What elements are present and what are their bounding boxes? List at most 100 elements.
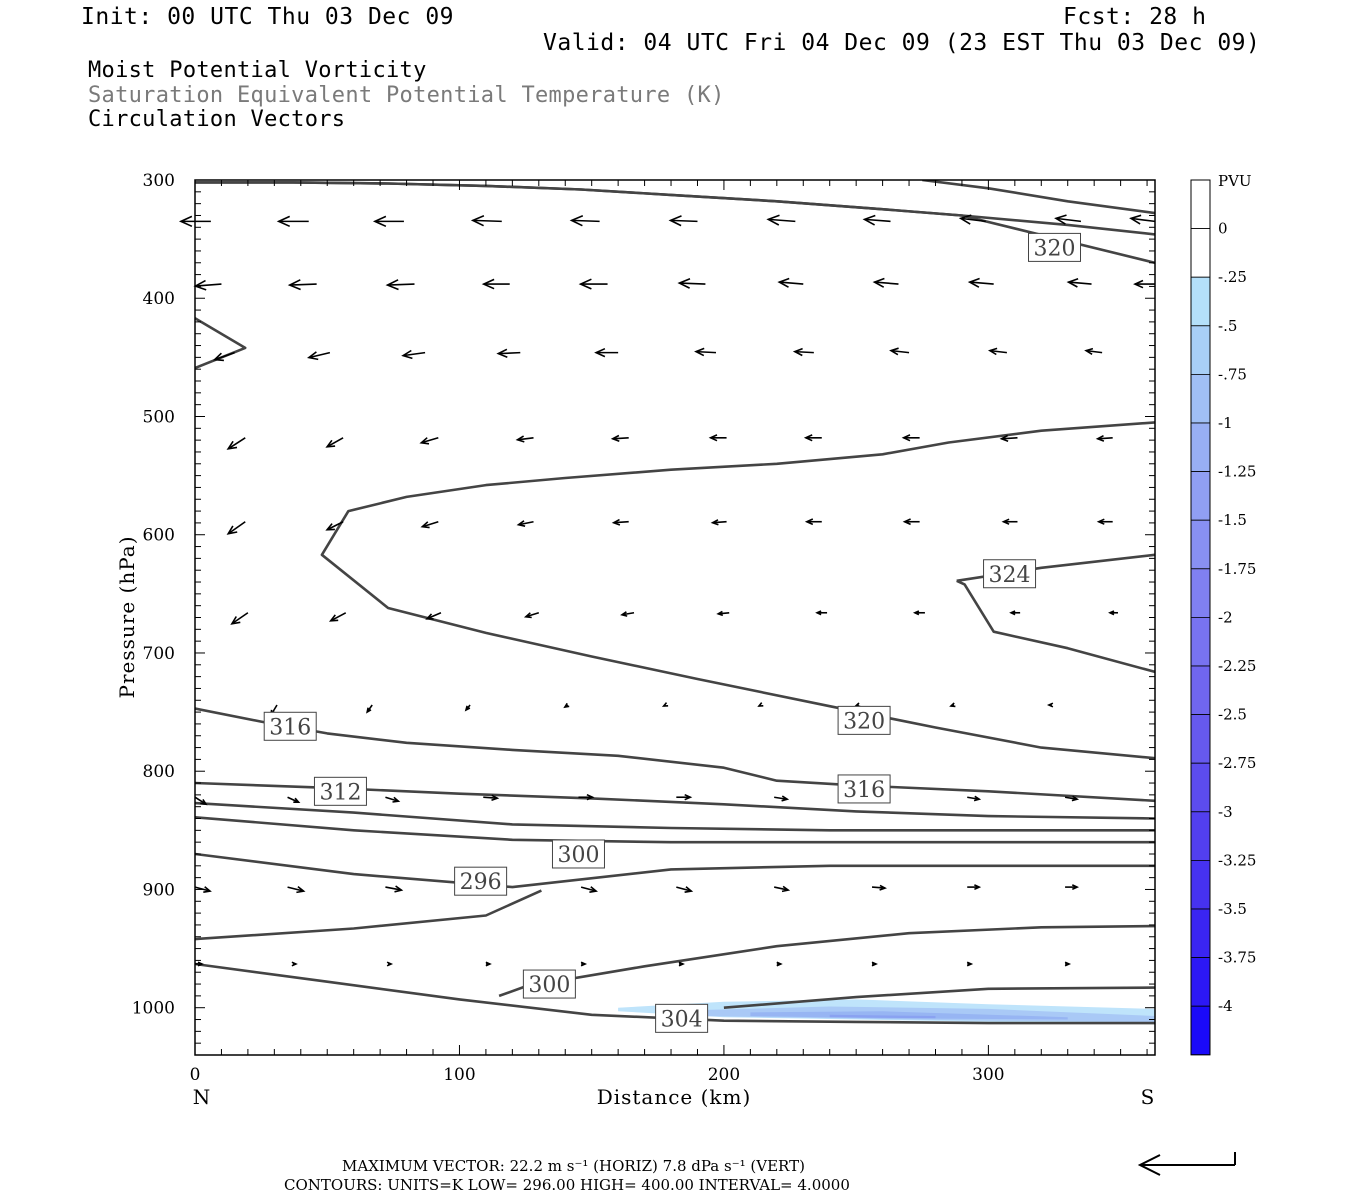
vector-28 (792, 347, 814, 357)
vector-head (589, 886, 598, 893)
vector-27 (694, 347, 717, 357)
vector-82 (287, 885, 306, 894)
vector-head (694, 347, 705, 357)
vector-74 (483, 794, 500, 802)
contour-label-box (837, 774, 891, 804)
vector-shaft (774, 886, 789, 891)
x-tick-label: 200 (708, 1065, 740, 1085)
vector-head (661, 702, 669, 707)
max-vector-note: MAXIMUM VECTOR: 22.2 m s⁻¹ (HORIZ) 7.8 d… (342, 1157, 805, 1175)
vector-76 (676, 793, 693, 801)
circulation-vectors (178, 214, 1156, 967)
plot-frame: 0 100 200 300 300 400 500 600 700 800 900 1000 (132, 171, 1156, 1085)
vector-shaft (960, 217, 986, 223)
vector-head (366, 707, 372, 714)
colorbar-label-14: -3.5 (1218, 900, 1247, 918)
vector-shaft (326, 437, 344, 448)
vector-head (401, 349, 413, 360)
vector-head (610, 434, 620, 443)
colorbar-cell-4 (1190, 373, 1211, 424)
vector-32 (226, 437, 246, 450)
vector-shaft (1001, 436, 1018, 440)
vector-head (515, 435, 525, 443)
vector-16 (677, 278, 706, 289)
contour-label-7: 296 (454, 866, 508, 896)
vector-59 (912, 610, 925, 616)
vector-head (901, 434, 911, 442)
title-mpv: Moist Potential Vorticity (88, 58, 427, 83)
vector-65 (563, 702, 570, 709)
colorbar-cell-10 (1190, 665, 1211, 715)
vector-30 (987, 347, 1007, 356)
vector-head (1064, 961, 1072, 967)
contour-label-box (655, 1003, 709, 1033)
contour-line-1 (922, 180, 1155, 215)
vector-shaft (874, 281, 899, 285)
vector-head (1001, 518, 1010, 525)
vector-83 (385, 885, 404, 893)
x-tick-label: 100 (443, 1065, 475, 1085)
y-tick-label: 400 (143, 289, 175, 309)
vector-21 (1133, 279, 1155, 289)
contour-label-8: 300 (522, 969, 576, 999)
y-tick-label: 500 (143, 407, 175, 427)
vector-head (815, 610, 822, 616)
vector-5 (668, 215, 698, 227)
vector-head (677, 278, 691, 289)
vector-head (203, 886, 212, 893)
vector-head (420, 521, 430, 529)
vector-head (485, 961, 492, 967)
colorbar-border (1190, 179, 1211, 1056)
vector-head (716, 610, 724, 617)
vector-head (325, 439, 336, 448)
y-axis-label: Pressure (hPa) (115, 536, 139, 699)
vector-head (966, 961, 974, 967)
vector-head (372, 215, 387, 228)
vector-head (226, 525, 238, 535)
colorbar-label-15: -3.75 (1218, 949, 1256, 967)
vector-shaft (1068, 281, 1092, 285)
colorbar-label-16: -4 (1218, 997, 1233, 1015)
vector-head (1108, 610, 1115, 616)
forecast-hour: Fcst: 28 h (1063, 4, 1207, 30)
vector-head (419, 437, 430, 445)
vector-0 (178, 215, 211, 228)
contour-info-note: CONTOURS: UNITS=K LOW= 296.00 HIGH= 400.… (284, 1176, 850, 1194)
vector-head (668, 215, 682, 227)
vector-head (1054, 214, 1067, 225)
vector-43 (325, 521, 344, 531)
vector-4 (569, 215, 600, 227)
colorbar-cell-14 (1190, 860, 1211, 910)
contour-label-box (1028, 232, 1082, 262)
colorbar-label-12: -3 (1218, 803, 1233, 821)
vector-shaft (227, 521, 246, 535)
vector-shaft (498, 351, 521, 355)
vector-shaft (969, 281, 994, 285)
vector-head (516, 520, 526, 527)
vector-head (464, 705, 471, 712)
title-theta-es: Saturation Equivalent Potential Temperat… (88, 83, 725, 108)
vector-73 (385, 796, 401, 803)
vector-99 (966, 961, 974, 967)
vector-64 (464, 704, 471, 712)
vector-67 (757, 702, 764, 707)
vector-head (394, 885, 404, 893)
vector-head (276, 215, 291, 228)
vector-41 (1095, 434, 1113, 442)
vector-head (973, 795, 982, 802)
vector-10 (1129, 214, 1156, 225)
vector-head (296, 885, 306, 894)
vector-shaft (195, 283, 222, 287)
y-tick-label: 600 (143, 526, 175, 546)
vector-2 (372, 215, 404, 228)
vector-shaft (402, 351, 426, 357)
vector-head (496, 348, 508, 358)
y-tick-label: 700 (143, 644, 175, 664)
vector-head (594, 347, 606, 358)
vector-26 (594, 347, 619, 358)
colorbar-cell-15 (1190, 908, 1211, 958)
vector-head (425, 613, 434, 620)
x-tick-label: 0 (190, 1065, 201, 1085)
x-tick-label: 300 (972, 1065, 1004, 1085)
